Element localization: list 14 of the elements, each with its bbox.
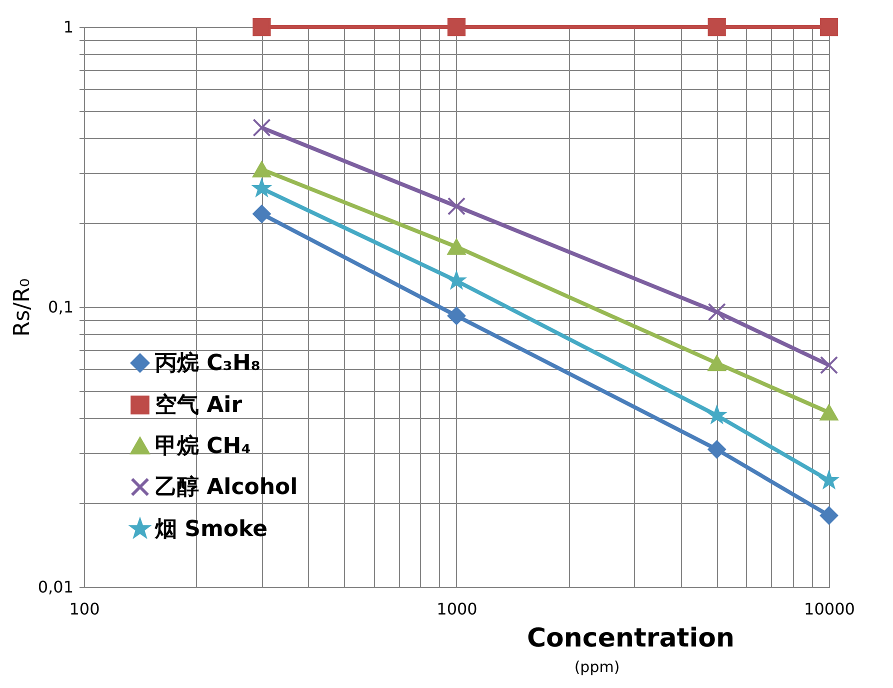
legend-label: 丙烷 C₃H₈ (154, 351, 260, 376)
y-tick-label: 0,01 (38, 578, 74, 596)
x-tick-label: 1000 (436, 600, 478, 618)
legend-label: 乙醇 Alcohol (155, 475, 298, 500)
legend-label: 烟 Smoke (154, 517, 268, 542)
legend-label: 空气 Air (155, 392, 242, 418)
y-tick-label: 1 (63, 18, 74, 36)
legend-label: 甲烷 CH₄ (155, 434, 251, 459)
x-tick-label: 10000 (804, 600, 855, 618)
y-tick-label: 0,1 (48, 298, 74, 316)
x-tick-label: 100 (69, 600, 100, 618)
x-axis-title: Concentration (526, 624, 734, 654)
y-axis-title: Rs/R₀ (10, 278, 35, 337)
text: (ppm) (574, 658, 620, 676)
